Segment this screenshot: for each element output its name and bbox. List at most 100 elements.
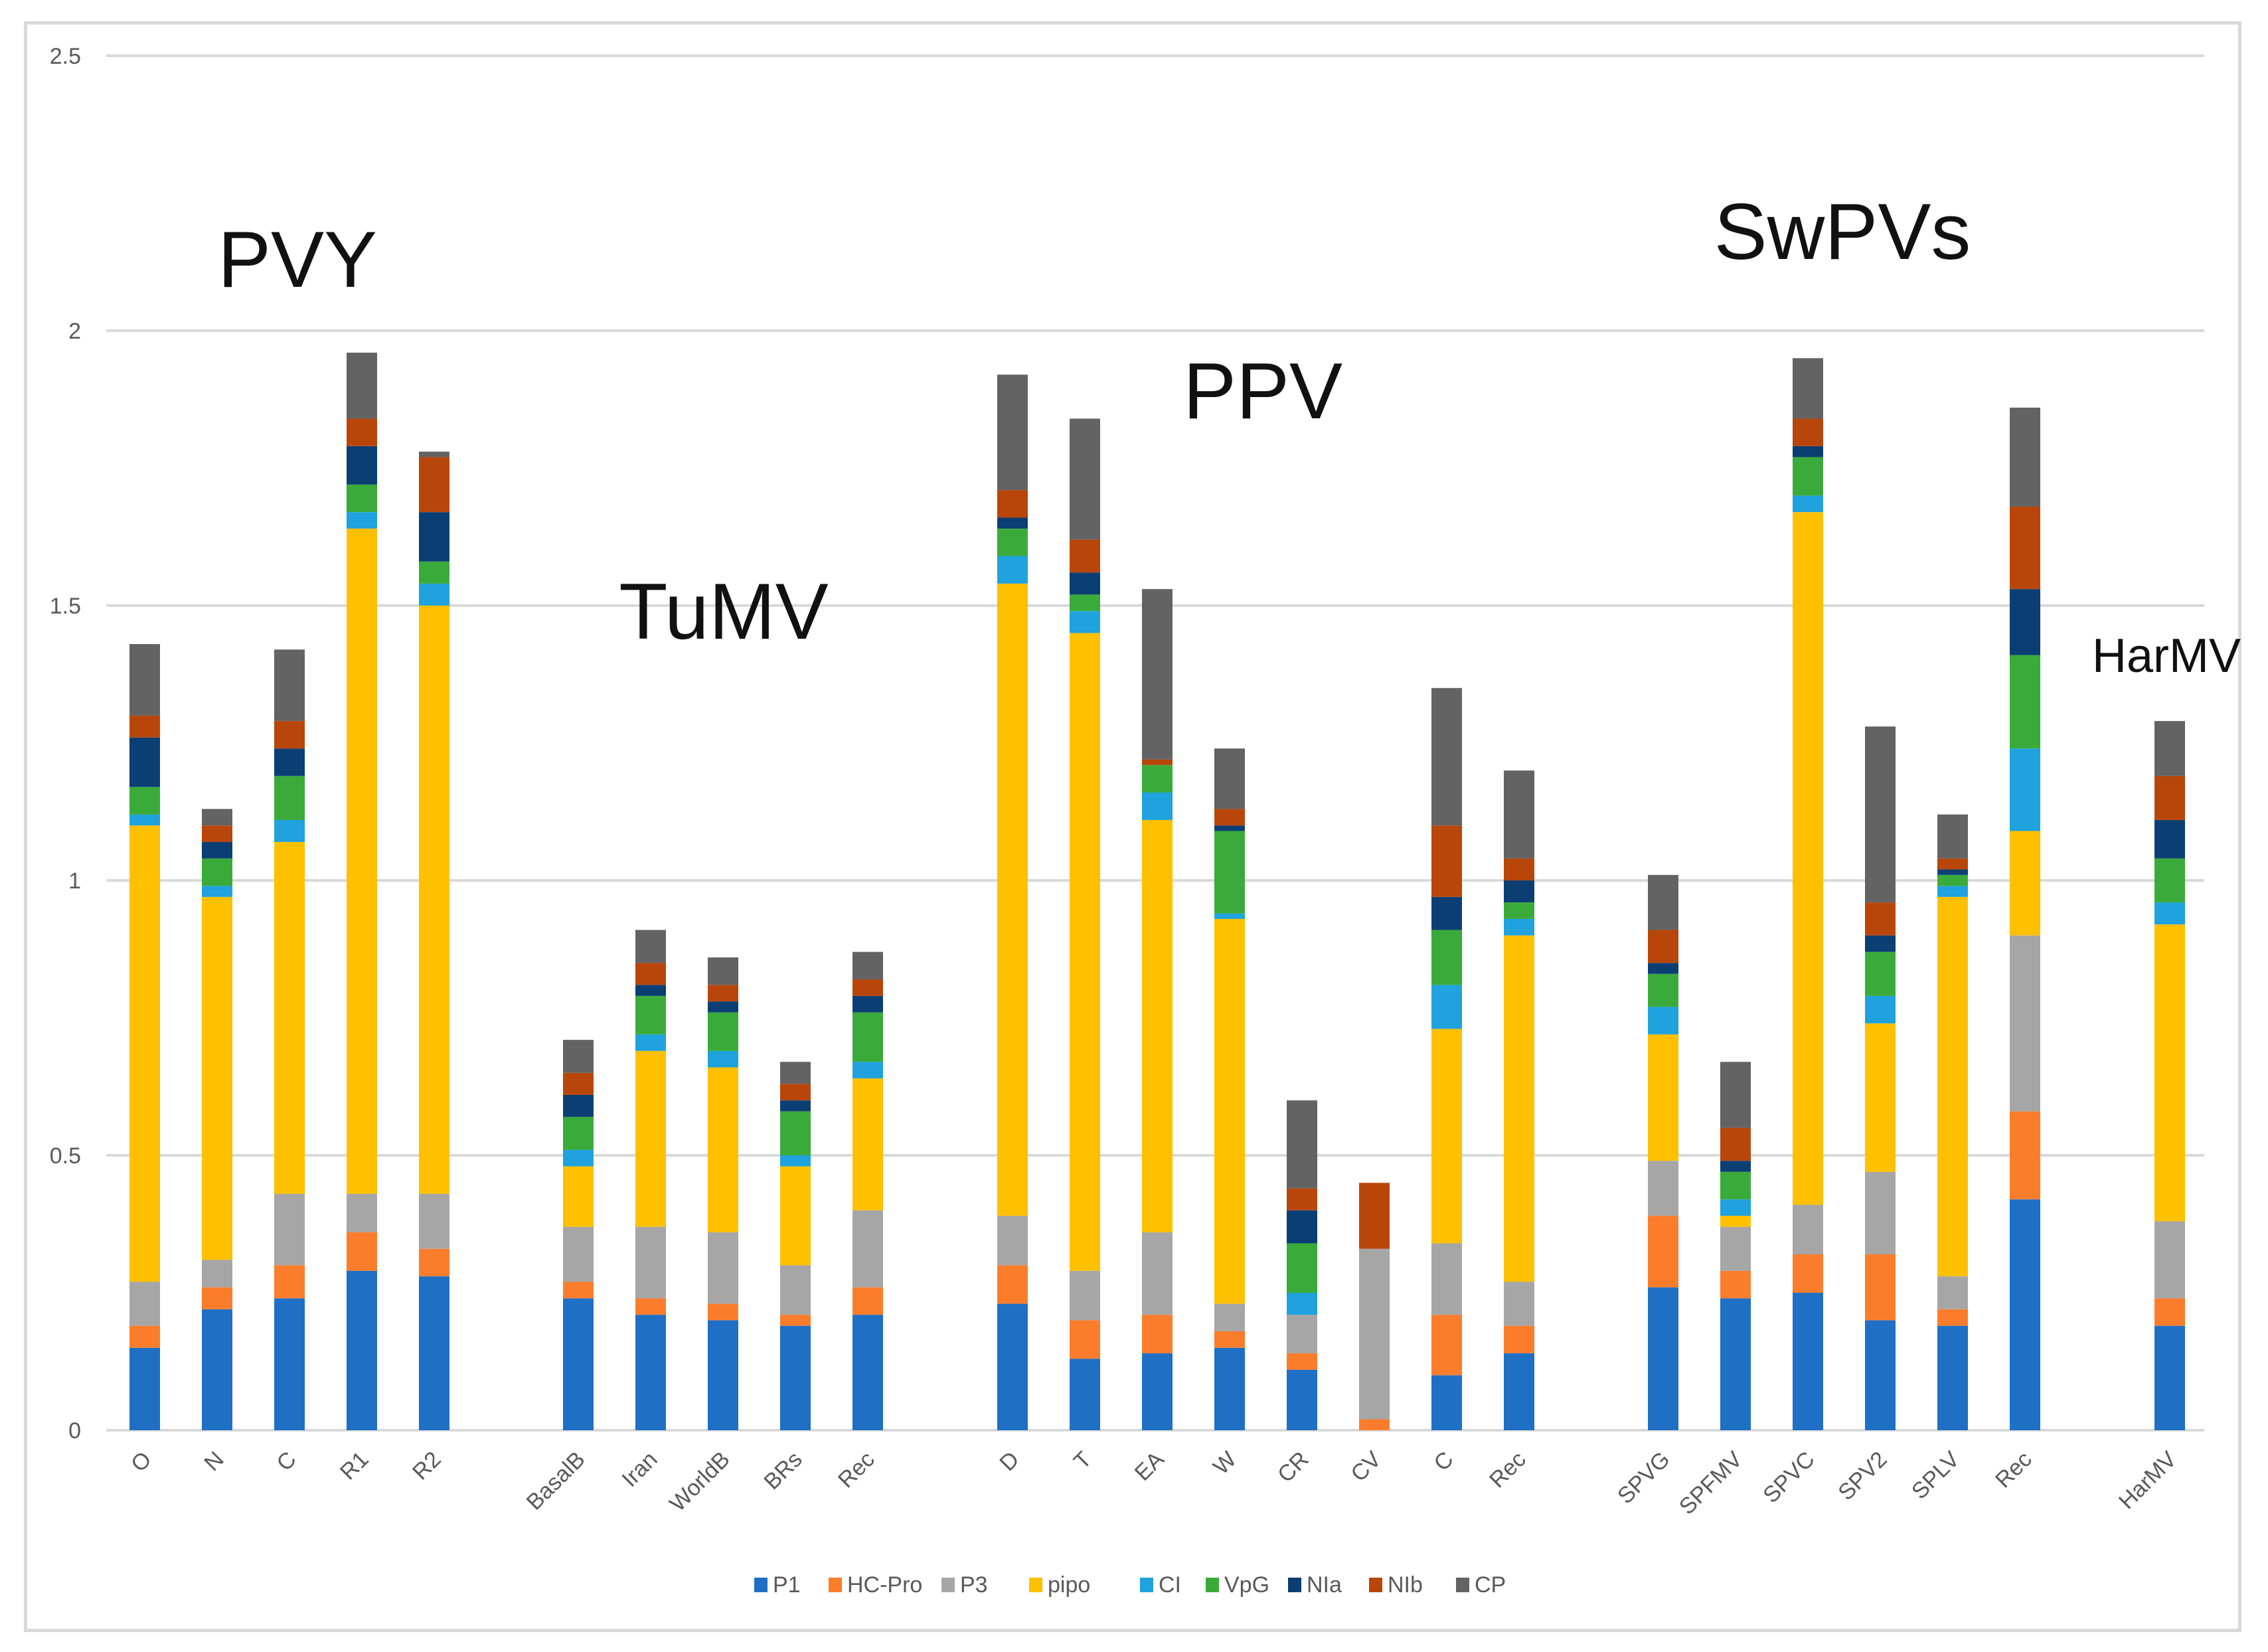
bar-segment-vpg <box>1937 874 1968 886</box>
bar-segment-p1 <box>708 1320 738 1430</box>
bar-segment-nib <box>202 825 232 843</box>
bar-segment-nia <box>852 995 883 1013</box>
bar-segment-vpg <box>997 529 1028 556</box>
bar-segment-nia <box>1720 1161 1751 1172</box>
bar-segment-cp <box>1214 748 1245 809</box>
bar-segment-pipo <box>997 583 1028 1216</box>
bar-segment-nia <box>274 748 305 776</box>
bar-segment-ci <box>1070 611 1100 633</box>
bar-segment-p1 <box>2154 1325 2185 1430</box>
bar-segment-p3 <box>2154 1221 2185 1299</box>
bar-segment-nib <box>563 1072 594 1095</box>
bar-segment-ci <box>563 1149 594 1167</box>
bar-segment-ci <box>1720 1199 1751 1216</box>
y-tick-label: 0 <box>68 1418 81 1444</box>
bar-segment-cp <box>852 951 883 980</box>
bar-segment-nib <box>2154 776 2185 820</box>
bar-segment-p3 <box>852 1210 883 1287</box>
bar-segment-p3 <box>1431 1243 1462 1315</box>
x-tick-label: Rec <box>833 1447 880 1493</box>
bar-segment-hc-pro <box>1937 1309 1968 1326</box>
bar-segment-nib <box>1865 902 1896 936</box>
bar-segment-pipo <box>202 896 232 1260</box>
legend-swatch <box>941 1578 955 1592</box>
bar-segment-cp <box>202 809 232 826</box>
bar-segment-vpg <box>1287 1243 1317 1293</box>
x-tick-label: BasalB <box>522 1447 590 1515</box>
bar-segment-ci <box>1142 792 1173 820</box>
bar-segment-p3 <box>1142 1232 1173 1315</box>
bar-segment-ci <box>708 1050 738 1068</box>
x-tick-label: C <box>272 1447 301 1476</box>
legend-label: CP <box>1475 1572 1506 1598</box>
bar-segment-p1 <box>852 1315 883 1430</box>
bar-segment-pipo <box>347 529 377 1194</box>
x-tick-label: SPVG <box>1613 1447 1675 1509</box>
bar-segment-p1 <box>419 1276 449 1430</box>
bar-segment-cp <box>419 452 449 457</box>
bar-segment-nia <box>1865 935 1896 952</box>
bar-segment-vpg <box>2010 655 2040 749</box>
bar-segment-hc-pro <box>202 1287 232 1309</box>
bar-segment-vpg <box>129 787 160 815</box>
bar-segment-ci <box>202 886 232 897</box>
bar-segment-hc-pro <box>2154 1298 2185 1326</box>
bar-segment-nia <box>780 1100 811 1112</box>
bar-segment-nib <box>1648 930 1678 963</box>
bar-segment-p3 <box>347 1193 377 1232</box>
bar-segment-ci <box>635 1034 666 1051</box>
legend-swatch <box>1029 1578 1042 1592</box>
bar-segment-ci <box>997 556 1028 584</box>
bar-segment-p3 <box>1504 1281 1534 1326</box>
bar-segment-nib <box>1504 858 1534 880</box>
bar-segment-p1 <box>563 1298 594 1430</box>
bar-segment-cp <box>1142 589 1173 760</box>
legend-label: NIb <box>1388 1572 1423 1598</box>
bar-segment-hc-pro <box>1793 1254 1823 1293</box>
bar-segment-nia <box>708 1001 738 1013</box>
bar-segment-hc-pro <box>1142 1315 1173 1354</box>
bar-segment-p1 <box>780 1325 811 1430</box>
bar-segment-p1 <box>1793 1293 1823 1430</box>
bar-segment-hc-pro <box>780 1315 811 1326</box>
bar-segment-ci <box>1793 495 1823 513</box>
bar-segment-p1 <box>1504 1353 1534 1430</box>
bar-segment-p3 <box>997 1216 1028 1266</box>
bar-segment-p1 <box>1937 1325 1968 1430</box>
bar-segment-cp <box>2154 720 2185 776</box>
bar-segment-nib <box>852 979 883 996</box>
bar-segment-cp <box>1431 688 1462 826</box>
x-tick-label: W <box>1208 1447 1242 1480</box>
bar-segment-nib <box>129 715 160 738</box>
bar-segment-nia <box>2010 589 2040 655</box>
bar-segment-vpg <box>1504 902 1534 919</box>
bar-segment-ci <box>1937 886 1968 897</box>
bar-segment-nib <box>1359 1183 1390 1249</box>
bar-segment-hc-pro <box>2010 1111 2040 1200</box>
bar-segment-ci <box>347 512 377 529</box>
bar-segment-hc-pro <box>1504 1325 1534 1354</box>
bar-segment-cp <box>563 1040 594 1073</box>
x-tick-label: SPFMV <box>1674 1447 1747 1520</box>
bar-segment-cp <box>1793 358 1823 419</box>
bar-segment-p1 <box>1142 1353 1173 1430</box>
group-title-harmv: HarMV <box>2092 629 2241 683</box>
bar-segment-ci <box>419 583 449 606</box>
bar-segment-vpg <box>1720 1171 1751 1200</box>
bar-segment-hc-pro <box>1865 1254 1896 1321</box>
bar-segment-pipo <box>852 1078 883 1210</box>
bar-segment-pipo <box>274 842 305 1194</box>
x-tick-label: CR <box>1273 1447 1314 1488</box>
bar-segment-nib <box>635 963 666 985</box>
bar-segment-nia <box>202 842 232 859</box>
bar-segment-ci <box>1865 995 1896 1024</box>
x-tick-label: HarMV <box>2114 1447 2182 1515</box>
bar-segment-p3 <box>419 1193 449 1249</box>
bar-segment-hc-pro <box>635 1298 666 1315</box>
bar-segment-p3 <box>708 1232 738 1304</box>
bar-segment-cp <box>1648 874 1678 930</box>
bar-segment-cp <box>1070 418 1100 540</box>
bar-segment-p1 <box>2010 1199 2040 1430</box>
bar-segment-vpg <box>1793 457 1823 496</box>
bar-segment-hc-pro <box>274 1265 305 1299</box>
